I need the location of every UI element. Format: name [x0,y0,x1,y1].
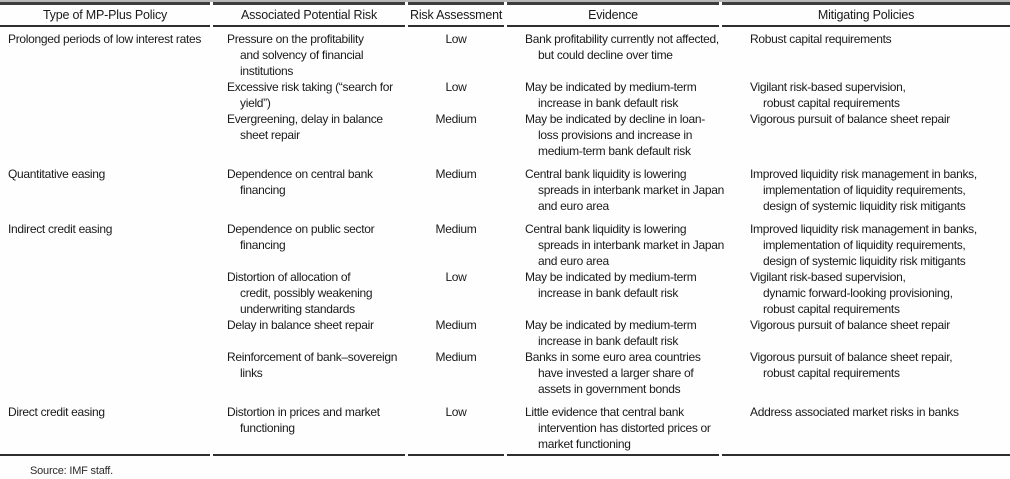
cell-mitigating: Address associated market risks in banks [722,397,1010,456]
cell-risk-assessment: Low [408,397,504,456]
table-body: Prolonged periods of low interest rates P… [0,27,1010,456]
column-header-evidence: Evidence [507,1,719,27]
cell-policy-type [0,269,210,317]
cell-potential-risk: Dependence on public sector financing [227,222,375,252]
cell-mitigating: Vigorous pursuit of balance sheet repair [750,112,950,126]
table-row: Indirect credit easing Dependence on publ… [0,214,1010,269]
cell-potential-risk: Distortion of allocation of credit, poss… [227,270,373,316]
cell-potential-risk: Excessive risk taking (“search for yield… [227,80,393,110]
cell-evidence: Little evidence that central bank interv… [507,397,719,456]
cell-policy-type [0,79,210,111]
cell-risk-assessment: Medium [435,318,477,332]
cell-evidence: May be indicated by decline in loan- los… [525,112,705,158]
table-header-row: Type of MP-Plus Policy Associated Potent… [0,1,1010,27]
table-row: Reinforcement of bank–sovereign links Med… [0,349,1010,397]
cell-potential-risk: Pressure on the profitability and solven… [227,32,364,78]
cell-policy-type: Indirect credit easing [8,222,113,236]
table-row: Distortion of allocation of credit, poss… [0,269,1010,317]
cell-risk-assessment: Medium [435,112,477,126]
source-note: Source: IMF staff. [30,465,114,477]
cell-mitigating: Vigilant risk-based supervision, dynamic… [750,270,953,316]
table-row: Prolonged periods of low interest rates P… [0,27,1010,79]
cell-policy-type: Quantitative easing [8,167,106,181]
table-row: Excessive risk taking (“search for yield… [0,79,1010,111]
cell-evidence: Central bank liquidity is lowering sprea… [525,222,724,268]
cell-potential-risk: Reinforcement of bank–sovereign links [227,350,398,380]
cell-mitigating: Vigorous pursuit of balance sheet repair… [750,350,953,380]
cell-risk-assessment: Low [445,270,467,284]
cell-mitigating: Vigilant risk-based supervision, robust … [750,80,906,110]
cell-mitigating: Vigorous pursuit of balance sheet repair [750,318,950,332]
cell-evidence: Banks in some euro area countries have i… [525,350,701,396]
cell-policy-type [0,349,210,397]
cell-policy-type: Direct credit easing [0,397,210,456]
cell-risk-assessment: Low [445,32,467,46]
cell-evidence: Bank profitability currently not affecte… [525,32,719,62]
table-row: Direct credit easing Distortion in prices… [0,397,1010,456]
cell-potential-risk: Dependence on central bank financing [227,167,373,197]
cell-potential-risk: Delay in balance sheet repair [227,318,374,332]
column-header-risk-assessment: Risk Assessment [408,1,504,27]
cell-evidence: May be indicated by medium-term increase… [525,270,697,300]
mp-plus-policy-risk-table: Type of MP-Plus Policy Associated Potent… [0,1,1010,456]
cell-evidence: Central bank liquidity is lowering sprea… [525,167,724,213]
cell-evidence: May be indicated by medium-term increase… [525,80,697,110]
column-header-mitigating: Mitigating Policies [722,1,1010,27]
cell-policy-type: Prolonged periods of low interest rates [8,32,202,46]
table-row: Evergreening, delay in balance sheet rep… [0,111,1010,159]
column-header-policy-type: Type of MP-Plus Policy [0,1,210,27]
column-header-potential-risk: Associated Potential Risk [213,1,405,27]
cell-policy-type [0,317,210,349]
cell-mitigating: Improved liquidity risk management in ba… [750,222,977,268]
table-row: Delay in balance sheet repair Medium May b… [0,317,1010,349]
cell-mitigating: Robust capital requirements [750,32,892,46]
cell-risk-assessment: Medium [435,167,477,181]
cell-risk-assessment: Medium [435,222,477,236]
cell-risk-assessment: Medium [435,350,477,364]
table-row: Quantitative easing Dependence on central… [0,159,1010,214]
cell-risk-assessment: Low [445,80,467,94]
cell-policy-type [0,111,210,159]
cell-evidence: May be indicated by medium-term increase… [525,318,697,348]
cell-potential-risk: Evergreening, delay in balance sheet rep… [227,112,383,142]
cell-potential-risk: Distortion in prices and market function… [213,397,405,456]
cell-mitigating: Improved liquidity risk management in ba… [750,167,977,213]
